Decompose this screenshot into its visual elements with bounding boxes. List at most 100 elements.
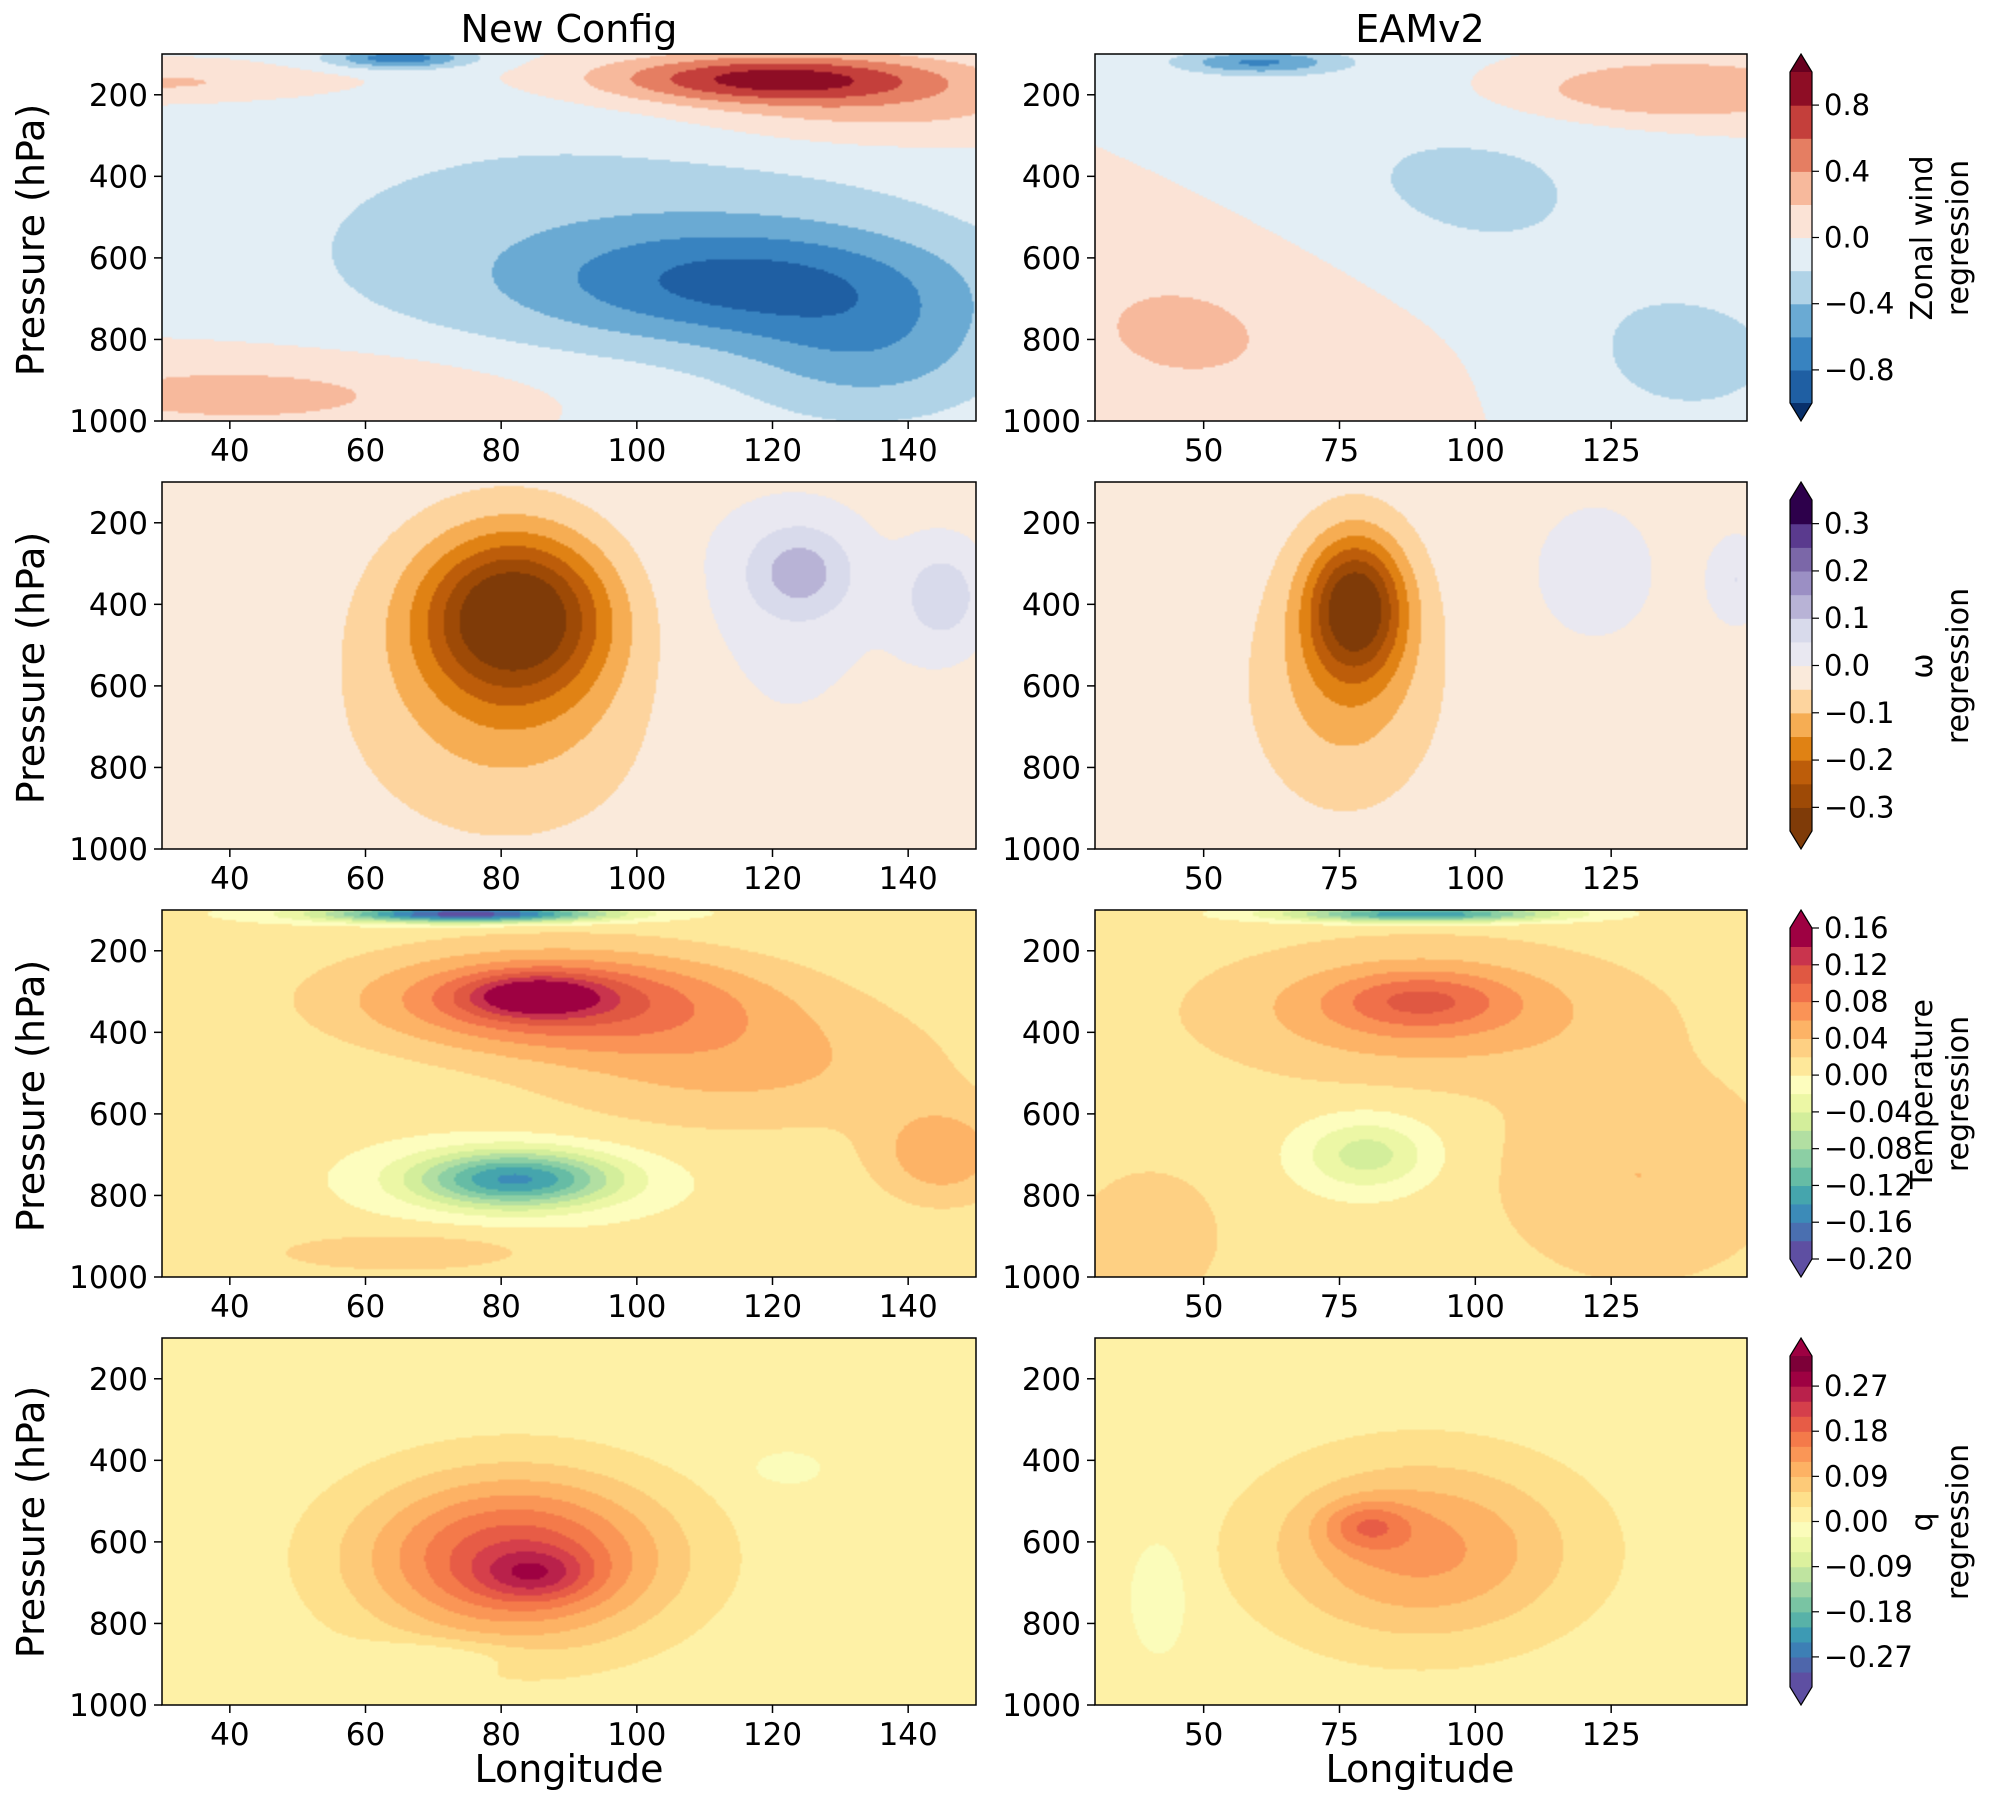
x-tick-label: 125 bbox=[1582, 1289, 1641, 1325]
y-tick-label: 800 bbox=[89, 322, 148, 358]
x-tick-label: 125 bbox=[1582, 861, 1641, 897]
colorbar-band bbox=[1790, 983, 1812, 1003]
colorbar-tick-label: 0.27 bbox=[1824, 1369, 1889, 1403]
x-tick-label: 75 bbox=[1320, 861, 1359, 897]
panel-q-eamv2: 50 75 100 125 200 400 600 800 1000 bbox=[1002, 1337, 1748, 1753]
x-tick-label: 80 bbox=[481, 1289, 520, 1325]
y-tick-label: 400 bbox=[1022, 159, 1081, 195]
colorbar-band bbox=[1790, 105, 1812, 139]
colorbar-tick-label: −0.12 bbox=[1824, 1168, 1913, 1202]
ylabel-row-4: Pressure (hPa) bbox=[9, 1386, 53, 1659]
colorbar-tick-label: 0.18 bbox=[1824, 1414, 1889, 1448]
contour-field bbox=[1095, 910, 1747, 1277]
y-tick-label: 200 bbox=[1022, 934, 1081, 970]
y-tick-label: 1000 bbox=[69, 1260, 148, 1296]
colorbar-band bbox=[1790, 760, 1812, 785]
y-tick-label: 400 bbox=[1022, 587, 1081, 623]
x-tick-label: 75 bbox=[1320, 1717, 1359, 1753]
colorbar-tick-label: 0.2 bbox=[1824, 554, 1870, 588]
colorbar-extend-min bbox=[1790, 1259, 1812, 1277]
y-tick-label: 600 bbox=[89, 669, 148, 705]
y-tick-label: 800 bbox=[1022, 322, 1081, 358]
axes-frame bbox=[161, 481, 977, 850]
y-tick-label: 1000 bbox=[1002, 1688, 1081, 1724]
x-tick-label: 40 bbox=[210, 861, 249, 897]
colorbar-band bbox=[1790, 303, 1812, 338]
x-tick-label: 50 bbox=[1184, 861, 1223, 897]
colorbar-band bbox=[1790, 523, 1812, 548]
x-tick-label: 50 bbox=[1184, 1717, 1223, 1753]
colorbar-tick-label: 0.0 bbox=[1824, 221, 1870, 255]
colorbar-tick-label: −0.09 bbox=[1824, 1550, 1913, 1584]
axes-frame bbox=[1094, 1337, 1748, 1706]
colorbar-band bbox=[1790, 1075, 1812, 1095]
y-tick-label: 600 bbox=[89, 1525, 148, 1561]
colorbar-band bbox=[1790, 570, 1812, 596]
y-tick-label: 200 bbox=[89, 1362, 148, 1398]
contour-field bbox=[1095, 1338, 1747, 1705]
ylabel-row-2: Pressure (hPa) bbox=[9, 532, 53, 805]
colorbar-band bbox=[1790, 594, 1812, 619]
colorbar-band bbox=[1790, 807, 1812, 832]
colorbar-band bbox=[1790, 500, 1812, 525]
x-tick-label: 40 bbox=[210, 433, 249, 469]
panel-omega-new-config: 40 60 80 100 120 140 200 400 600 800 1000 bbox=[69, 481, 977, 897]
colorbar-band bbox=[1790, 1431, 1812, 1447]
x-tick-label: 75 bbox=[1320, 433, 1359, 469]
x-tick-label: 80 bbox=[481, 1717, 520, 1753]
x-tick-label: 100 bbox=[607, 1717, 666, 1753]
y-tick-label: 200 bbox=[1022, 78, 1081, 114]
y-tick-label: 1000 bbox=[69, 832, 148, 868]
colorbar-tick-label: 0.04 bbox=[1824, 1021, 1889, 1055]
y-tick-label: 200 bbox=[1022, 506, 1081, 542]
x-tick-label: 40 bbox=[210, 1717, 249, 1753]
y-tick-label: 1000 bbox=[1002, 404, 1081, 440]
x-tick-label: 60 bbox=[346, 1717, 385, 1753]
colorbar-bands bbox=[1789, 908, 1813, 1279]
colorbar-band bbox=[1790, 1551, 1812, 1568]
colorbar-label-line-2: regression bbox=[1941, 1444, 1976, 1600]
colorbar-label-line-1: Zonal wind bbox=[1905, 155, 1940, 320]
colorbar-band bbox=[1790, 665, 1812, 690]
colorbar-bands bbox=[1789, 480, 1813, 851]
x-tick-label: 60 bbox=[346, 433, 385, 469]
colorbar-tick-label: 0.08 bbox=[1824, 985, 1889, 1019]
colorbar-band bbox=[1790, 1185, 1812, 1205]
axes-frame bbox=[161, 53, 977, 422]
contour-field bbox=[1095, 482, 1747, 849]
x-tick-label: 100 bbox=[607, 1289, 666, 1325]
colorbar-band bbox=[1790, 1641, 1812, 1658]
colorbar-band bbox=[1790, 1130, 1812, 1150]
colorbar-band bbox=[1790, 369, 1812, 404]
x-tick-label: 80 bbox=[481, 433, 520, 469]
x-tick-label: 125 bbox=[1582, 433, 1641, 469]
axes-frame bbox=[161, 909, 977, 1278]
colorbar-band bbox=[1790, 1371, 1812, 1387]
colorbar-band bbox=[1790, 1111, 1812, 1131]
y-tick-label: 400 bbox=[89, 1443, 148, 1479]
y-tick-label: 600 bbox=[89, 1097, 148, 1133]
colorbar-band bbox=[1790, 1093, 1812, 1113]
y-tick-label: 800 bbox=[89, 1606, 148, 1642]
colorbar-tick-label: −0.1 bbox=[1824, 696, 1894, 730]
colorbar-tick-label: 0.16 bbox=[1824, 911, 1889, 945]
colorbar-tick-label: −0.20 bbox=[1824, 1242, 1913, 1276]
colorbar-omega: ω regression 0.3 0.2 0.1 0.0 −0.1 −0.2 −0.3 bbox=[1789, 480, 1976, 851]
y-tick-label: 600 bbox=[1022, 669, 1081, 705]
colorbar-band bbox=[1790, 171, 1812, 205]
x-tick-label: 60 bbox=[346, 1289, 385, 1325]
colorbar-band bbox=[1790, 270, 1812, 305]
y-tick-label: 800 bbox=[1022, 1606, 1081, 1642]
x-tick-label: 100 bbox=[607, 861, 666, 897]
panel-omega-eamv2: 50 75 100 125 200 400 600 800 1000 bbox=[1002, 481, 1748, 897]
colorbar-band bbox=[1790, 237, 1812, 272]
colorbar-band bbox=[1790, 1001, 1812, 1021]
axes-frame bbox=[1094, 53, 1748, 422]
colorbar-band bbox=[1790, 946, 1812, 966]
colorbar-tick-label: −0.16 bbox=[1824, 1205, 1913, 1239]
colorbar-extend-min bbox=[1790, 831, 1812, 849]
colorbar-tick-label: 0.00 bbox=[1824, 1058, 1889, 1092]
y-tick-label: 200 bbox=[1022, 1362, 1081, 1398]
colorbar-tick-label: 0.4 bbox=[1824, 154, 1870, 188]
